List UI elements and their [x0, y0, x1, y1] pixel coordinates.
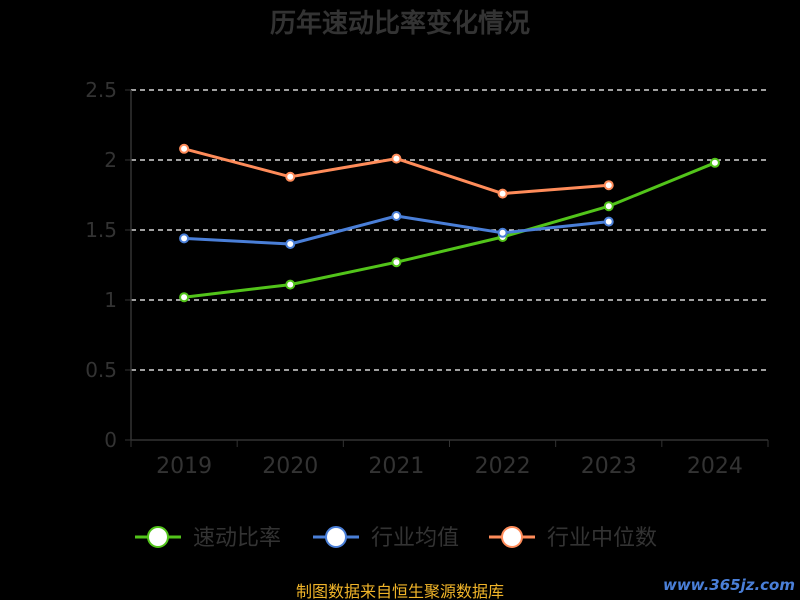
legend: 速动比率 行业均值 行业中位数: [135, 526, 657, 551]
data-point: [285, 239, 296, 249]
legend-marker: [147, 526, 169, 548]
data-point: [709, 157, 720, 168]
legend-marker: [325, 526, 347, 548]
x-tick-label: 2021: [368, 454, 424, 479]
x-tick-label: 2024: [687, 454, 743, 479]
data-point: [179, 143, 190, 154]
data-point: [179, 292, 190, 303]
data-point: [603, 201, 614, 212]
x-tick-label: 2020: [262, 454, 318, 479]
watermark: www.365jz.com: [663, 576, 795, 594]
gridlines: [131, 89, 768, 371]
chart-title: 历年速动比率变化情况: [270, 8, 530, 39]
data-point: [497, 227, 508, 238]
y-tick-label: 1.5: [85, 218, 117, 242]
y-tick-label: 0: [104, 428, 117, 452]
series-line: [182, 161, 717, 299]
data-point: [497, 188, 508, 199]
data-point: [391, 211, 402, 221]
y-tick-label: 2: [104, 148, 117, 172]
source-footer: 制图数据来自恒生聚源数据库: [296, 582, 504, 600]
x-tick-label: 2019: [156, 454, 212, 479]
legend-label: 速动比率: [193, 526, 281, 551]
y-tick-label: 1: [104, 288, 117, 312]
series-group: [179, 143, 720, 303]
data-point: [603, 180, 614, 191]
y-tick-label: 0.5: [85, 358, 117, 382]
data-point: [285, 279, 296, 290]
data-point: [391, 257, 402, 268]
legend-marker: [501, 526, 523, 548]
x-tick-label: 2022: [475, 454, 531, 479]
legend-label: 行业中位数: [547, 526, 657, 551]
data-point: [179, 233, 190, 244]
y-tick-label: 2.5: [85, 78, 117, 102]
x-tick-label: 2023: [581, 454, 637, 479]
axes: 0 0.5 1 1.5 2 2.5 2019 2020 2021 2022 2023 2024: [85, 78, 769, 479]
data-point: [391, 153, 402, 164]
data-point: [603, 216, 614, 227]
legend-label: 行业均值: [371, 526, 459, 551]
data-point: [285, 171, 296, 182]
